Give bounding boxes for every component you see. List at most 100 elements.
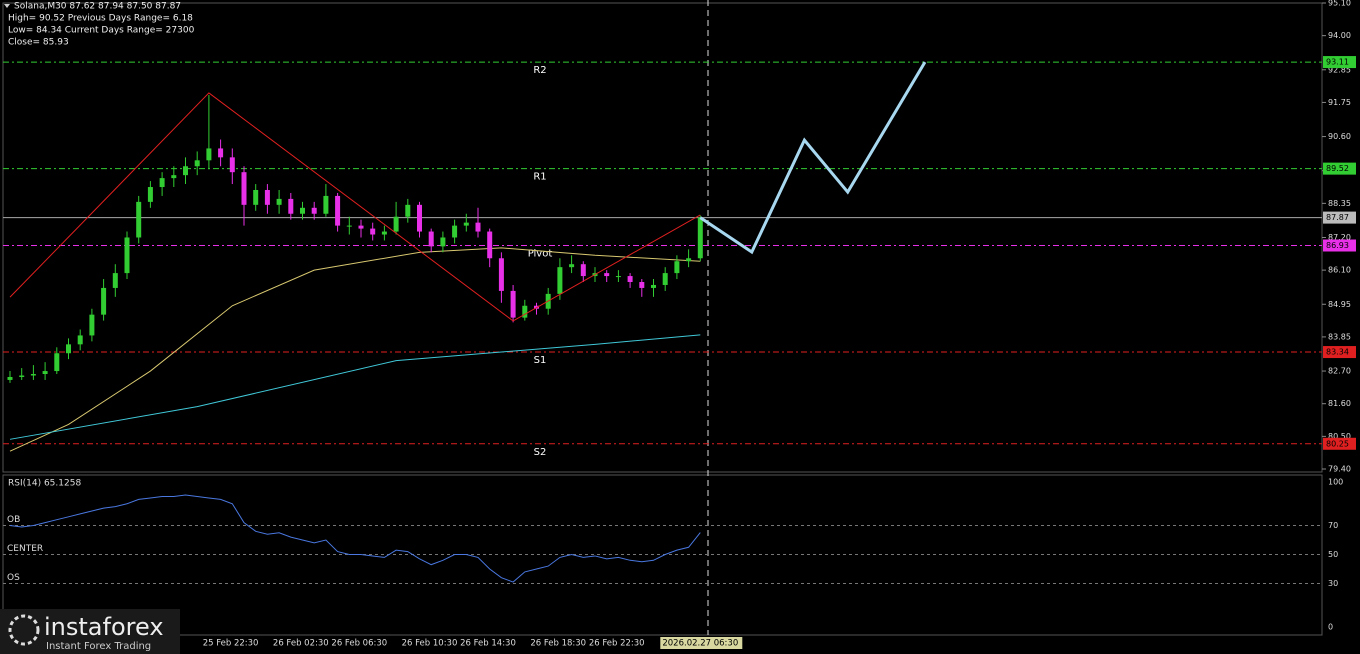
rsi-band-label: OS [7, 573, 20, 583]
level-tag [1323, 346, 1356, 359]
rsi-band-label: OB [7, 515, 20, 525]
candle-body [7, 376, 13, 380]
candle-body [417, 204, 422, 232]
candle-body [381, 231, 387, 235]
level-tag [1323, 239, 1356, 252]
candle-body [206, 148, 212, 161]
level-label: S2 [534, 447, 547, 458]
x-tick-label: 26 Feb 10:30 [402, 639, 458, 649]
x-tick-label: 26 Feb 14:30 [460, 639, 516, 649]
x-tick-label: 25 Feb 22:30 [203, 639, 259, 649]
x-tick-label: 26 Feb 18:30 [530, 639, 586, 649]
y-tick-label: 92.85 [1328, 65, 1351, 74]
y-tick-label: 84.95 [1328, 300, 1351, 309]
y-tick-label: 95.10 [1328, 0, 1351, 8]
logo-name: instaforex [44, 613, 164, 641]
candle-body [393, 216, 399, 232]
current-price-tag [1323, 211, 1356, 224]
x-tick-label: 2026.02.27 06:30 [662, 639, 738, 649]
candle-body [54, 353, 60, 372]
candle-body [510, 290, 516, 318]
candle-body [697, 217, 703, 259]
candle-body [311, 207, 317, 214]
candle-body [112, 273, 118, 288]
rsi-tick-label: 50 [1328, 550, 1338, 559]
y-tick-label: 79.40 [1328, 465, 1351, 474]
y-tick-label: 88.35 [1328, 199, 1351, 208]
logo-icon [8, 614, 40, 646]
forecast-line [699, 61, 927, 255]
y-tick-label: 83.85 [1328, 332, 1351, 341]
candle-body [557, 267, 563, 294]
indicator-line [9, 334, 701, 440]
x-tick-label: 26 Feb 02:30 [273, 639, 329, 649]
level-label: Pivot [528, 248, 553, 259]
candle-body [42, 371, 48, 375]
current-price-label: 87.87 [1326, 213, 1349, 222]
rsi-tick-label: 0 [1328, 623, 1333, 632]
candle-body [686, 258, 692, 262]
candle-body [323, 195, 329, 214]
level-label: R1 [533, 172, 546, 183]
rsi-tick-label: 30 [1328, 579, 1338, 588]
indicator-line [9, 247, 701, 452]
x-tick-label: 26 Feb 06:30 [331, 639, 387, 649]
candle-body [19, 375, 25, 377]
header-line: Close= 85.93 [8, 38, 69, 48]
level-tag [1323, 162, 1356, 175]
candle-body [101, 287, 107, 315]
rsi-title: RSI(14) 65.1258 [8, 479, 81, 489]
x-tick-label: 26 Feb 22:30 [589, 639, 645, 649]
candle-body [487, 231, 493, 259]
candle-body [300, 207, 305, 214]
candle-body [89, 314, 95, 336]
candle-body [147, 187, 153, 202]
candle-body [288, 198, 294, 214]
candle-body [335, 195, 341, 226]
candle-body [580, 264, 586, 277]
candle-body [194, 160, 200, 167]
candle-body [30, 374, 36, 376]
candle-body [405, 204, 411, 217]
candle-body [370, 228, 376, 235]
y-tick-label: 94.00 [1328, 31, 1351, 40]
candle-body [452, 225, 458, 238]
level-tag-label: 80.25 [1326, 439, 1349, 448]
header-line: Solana,M30 87.62 87.94 87.50 87.87 [14, 2, 181, 12]
candle-body [463, 222, 469, 226]
logo-tagline: Instant Forex Trading [46, 641, 151, 652]
candle-body [241, 172, 247, 205]
candle-body [253, 189, 259, 205]
rsi-tick-label: 70 [1328, 521, 1338, 530]
candle-body [662, 273, 668, 285]
rsi-tick-label: 100 [1328, 478, 1343, 487]
y-tick-label: 80.50 [1328, 432, 1351, 441]
candle-body [171, 175, 177, 179]
y-tick-label: 91.75 [1328, 98, 1351, 107]
candle-body [229, 157, 235, 173]
candle-body [604, 273, 610, 277]
level-tag-label: 86.93 [1326, 241, 1349, 250]
candle-body [615, 276, 621, 278]
candle-body [498, 258, 504, 291]
level-label: S1 [534, 355, 547, 366]
level-tag-label: 83.34 [1326, 348, 1349, 357]
candle-body [674, 261, 680, 274]
rsi-line [9, 494, 701, 583]
level-tag-label: 93.11 [1326, 58, 1349, 67]
candle-body [639, 282, 645, 288]
level-tag [1323, 56, 1356, 69]
candle-body [159, 178, 165, 188]
candle-body [264, 189, 270, 205]
candle-body [66, 344, 71, 354]
candle-body [136, 201, 142, 238]
candle-body [124, 237, 130, 274]
candle-body [627, 276, 633, 283]
header-line: High= 90.52 Previous Days Range= 6.18 [8, 14, 193, 24]
y-tick-label: 82.70 [1328, 367, 1351, 376]
y-tick-label: 81.60 [1328, 399, 1351, 408]
candle-body [569, 264, 575, 268]
candle-body [522, 305, 528, 318]
candle-body [346, 225, 352, 227]
